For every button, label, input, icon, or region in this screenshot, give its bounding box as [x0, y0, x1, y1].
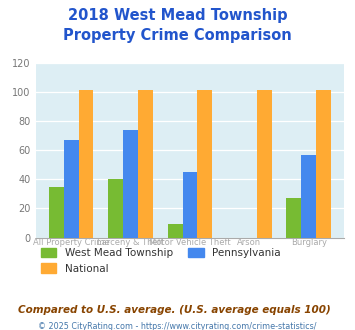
Text: Arson: Arson [237, 238, 261, 247]
Text: Compared to U.S. average. (U.S. average equals 100): Compared to U.S. average. (U.S. average … [18, 305, 331, 315]
Legend: West Mead Township, National, Pennsylvania: West Mead Township, National, Pennsylvan… [41, 248, 281, 274]
Bar [316, 90, 331, 238]
Text: © 2025 CityRating.com - https://www.cityrating.com/crime-statistics/: © 2025 CityRating.com - https://www.city… [38, 322, 317, 330]
Text: Motor Vehicle Theft: Motor Vehicle Theft [149, 238, 231, 247]
Bar [301, 154, 316, 238]
Text: 2018 West Mead Township: 2018 West Mead Township [68, 8, 287, 23]
Bar [138, 90, 153, 238]
Bar [286, 198, 301, 238]
Bar [78, 90, 93, 238]
Text: Property Crime Comparison: Property Crime Comparison [63, 28, 292, 43]
Bar [123, 130, 138, 238]
Bar [182, 172, 197, 238]
Bar [108, 179, 123, 238]
Bar [257, 90, 272, 238]
Bar [64, 140, 78, 238]
Text: All Property Crime: All Property Crime [33, 238, 109, 247]
Bar [168, 224, 182, 238]
Bar [49, 186, 64, 238]
Bar [197, 90, 212, 238]
Text: Burglary: Burglary [291, 238, 327, 247]
Text: Larceny & Theft: Larceny & Theft [97, 238, 164, 247]
